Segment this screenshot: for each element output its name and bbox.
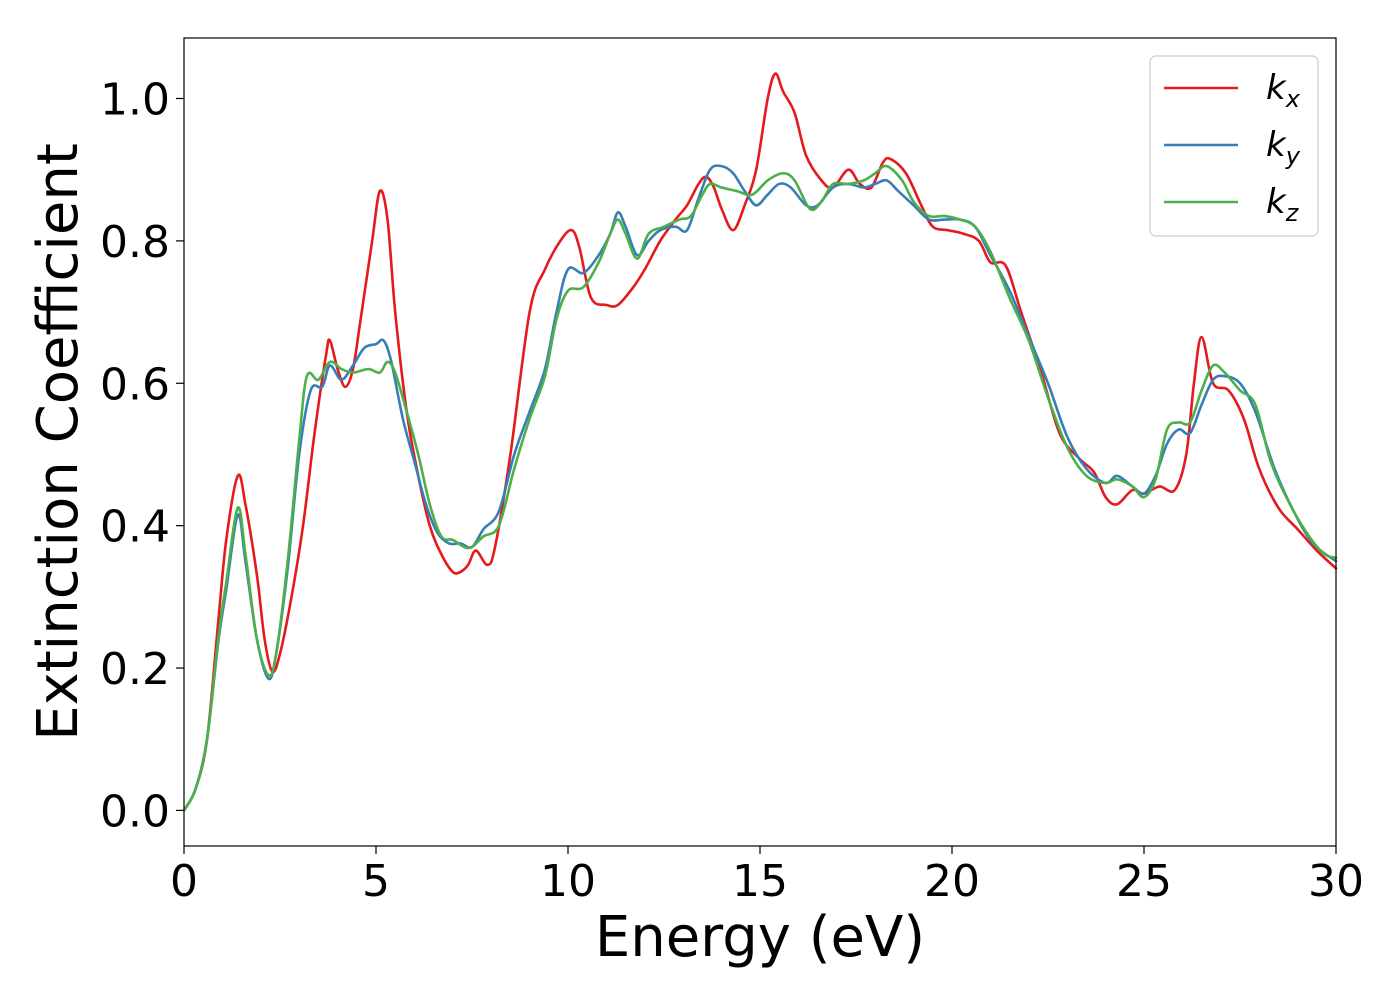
y-axis-ticks: 0.0 0.2 0.4 0.6 0.8 1.0 [100, 75, 184, 837]
legend-label-kx: kx [1266, 68, 1301, 113]
y-tick-label: 0.2 [100, 644, 170, 695]
x-axis-ticks: 0 5 10 15 20 25 30 [170, 846, 1364, 907]
y-tick-label: 1.0 [100, 75, 170, 126]
x-tick-label: 0 [170, 856, 198, 907]
x-tick-label: 5 [362, 856, 390, 907]
series-line-kx [182, 72, 1338, 812]
series-layer [182, 72, 1338, 812]
x-tick-label: 25 [1116, 856, 1172, 907]
x-tick-label: 20 [924, 856, 980, 907]
x-tick-label: 15 [732, 856, 788, 907]
series-line-ky [182, 164, 1338, 812]
y-tick-label: 0.0 [100, 786, 170, 837]
legend: kx ky kz [1149, 55, 1319, 237]
legend-label-ky: ky [1266, 125, 1301, 170]
x-axis-title: Energy (eV) [595, 905, 925, 970]
y-tick-label: 0.4 [100, 502, 170, 553]
y-axis-title: Extinction Coefficient [26, 143, 91, 741]
y-tick-label: 0.8 [100, 217, 170, 268]
legend-label-kz: kz [1266, 182, 1300, 227]
y-tick-label: 0.6 [100, 359, 170, 410]
x-tick-label: 10 [540, 856, 596, 907]
x-tick-label: 30 [1308, 856, 1364, 907]
series-line-kz [182, 164, 1338, 812]
